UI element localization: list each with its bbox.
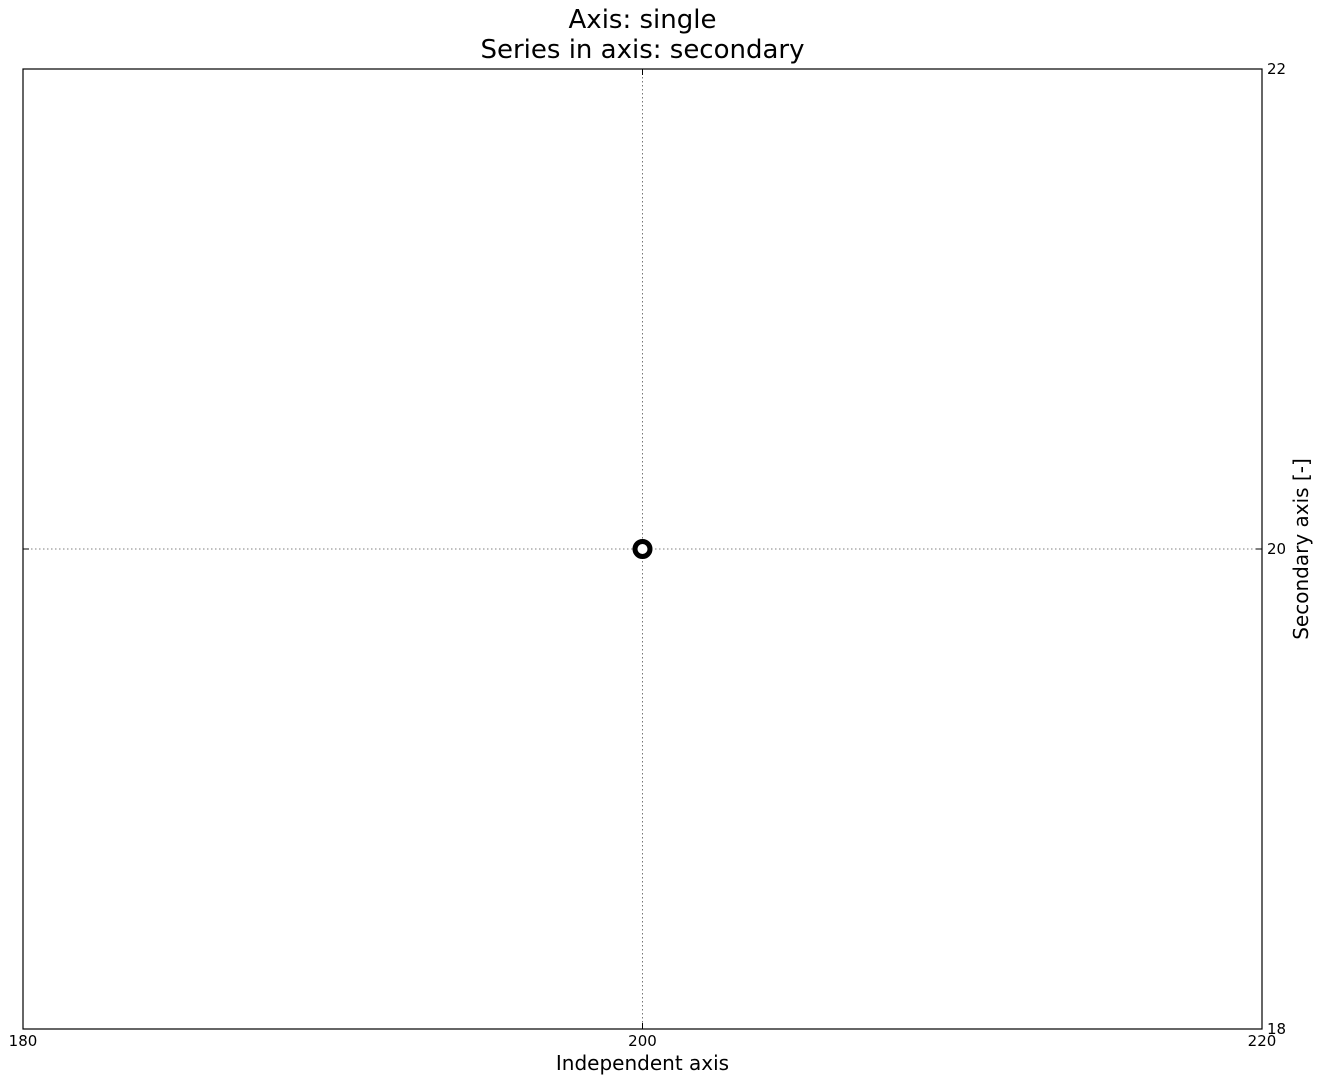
- data-points: [632, 539, 653, 559]
- x-tick-label: 200: [628, 1032, 657, 1050]
- x-tick-label: 180: [9, 1032, 38, 1050]
- y-tick-label: 18: [1267, 1020, 1286, 1038]
- y-tick-label: 20: [1267, 540, 1286, 558]
- x-axis-label: Independent axis: [556, 1051, 729, 1075]
- y-axis-ticks: 18 20 22: [23, 60, 1286, 1038]
- y-axis-label: Secondary axis [-]: [1289, 458, 1313, 640]
- x-axis-ticks: 180 200 220: [9, 69, 1277, 1050]
- y-tick-label: 22: [1267, 60, 1286, 78]
- chart-subtitle: Series in axis: secondary: [480, 35, 804, 65]
- data-point: [632, 539, 653, 559]
- chart-title: Axis: single: [569, 5, 717, 35]
- x-tick-label: 220: [1248, 1032, 1277, 1050]
